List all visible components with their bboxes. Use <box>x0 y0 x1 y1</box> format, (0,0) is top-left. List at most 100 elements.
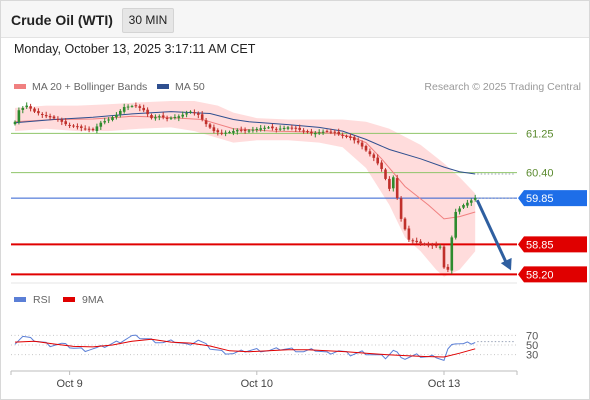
price-tag-label-59.85: 59.85 <box>526 193 554 205</box>
candle-body <box>165 117 169 119</box>
candle-body <box>259 128 262 130</box>
candle-body <box>126 106 130 108</box>
rsi-level-label-70: 70 <box>526 330 538 342</box>
timeframe-button[interactable]: 30 MIN <box>122 8 174 33</box>
price-tag-label-58.20: 58.20 <box>526 269 554 281</box>
candle-body <box>76 126 79 128</box>
candle-body <box>286 127 290 129</box>
candle-body <box>403 218 407 230</box>
candle-body <box>216 130 220 133</box>
instrument-title: Crude Oil (WTI) <box>11 12 113 28</box>
candle-body <box>48 115 52 118</box>
price-tag-59.85 <box>518 190 587 207</box>
price-tag-58.85 <box>518 236 587 253</box>
candle-body <box>197 113 200 115</box>
rsi-level-label-50: 50 <box>526 340 538 352</box>
candle-body <box>329 131 333 133</box>
candle-body <box>177 116 181 118</box>
candle-body <box>384 169 387 179</box>
candle-body <box>282 127 286 129</box>
legend-ma20-label: MA 20 + Bollinger Bands <box>32 81 147 93</box>
candle-body <box>267 127 270 129</box>
candle-body <box>302 130 305 132</box>
candle-body <box>294 127 298 129</box>
candle-body <box>224 132 227 134</box>
candle-body <box>212 127 216 132</box>
candle-body <box>466 202 469 206</box>
candle-body <box>56 118 60 120</box>
candle-body <box>345 135 348 137</box>
candle-body <box>91 128 95 131</box>
legend-ma50-label: MA 50 <box>175 81 205 93</box>
candle-body <box>52 116 56 119</box>
candle-body <box>146 109 149 115</box>
candle-body <box>255 128 259 130</box>
timestamp: Monday, October 13, 2025 3:17:11 AM CET <box>14 42 256 56</box>
ma50-line <box>14 111 476 175</box>
candle-body <box>263 127 266 129</box>
candle-body <box>60 119 64 122</box>
candle-body <box>470 200 473 203</box>
candle-body <box>64 121 67 125</box>
candle-body <box>169 117 173 119</box>
candle-body <box>290 127 294 129</box>
candle-body <box>446 266 450 270</box>
bollinger-band <box>15 101 476 277</box>
candle-body <box>247 130 251 132</box>
candle-body <box>158 116 161 118</box>
candle-body <box>193 112 196 114</box>
candle-body <box>29 106 32 109</box>
candle-body <box>185 113 188 115</box>
candle-body <box>80 126 83 128</box>
candle-body <box>372 154 376 158</box>
legend-9ma-label: 9MA <box>82 294 104 306</box>
legend-ma20-swatch <box>14 84 26 89</box>
candle-body <box>310 131 313 134</box>
candle-body <box>37 111 40 114</box>
candle-body <box>423 244 426 246</box>
candle-body <box>353 137 356 141</box>
candle-body <box>189 111 192 113</box>
forecast-arrow <box>475 199 509 266</box>
candle-body <box>243 129 247 132</box>
candle-body <box>17 110 21 123</box>
candle-body <box>21 107 25 110</box>
legend-rsi-label: RSI <box>33 294 51 306</box>
candle-body <box>392 177 395 189</box>
chart-svg: MA 20 + Bollinger Bands MA 50 Research ©… <box>10 81 587 390</box>
candle-body <box>173 117 177 119</box>
candle-body <box>271 126 274 129</box>
forecast-arrowhead <box>500 257 512 271</box>
candle-body <box>111 117 114 121</box>
rsi-ma-line <box>14 338 476 358</box>
candle-body <box>341 134 344 136</box>
candle-body <box>438 246 442 248</box>
main-pane: 61.25 60.40 59.85 58.85 58.20 <box>11 101 587 283</box>
candle-body <box>154 117 157 119</box>
candle-body <box>208 124 212 128</box>
x-tick-label: Oct 9 <box>56 378 82 390</box>
candle-body <box>83 128 87 130</box>
candle-body <box>442 246 446 268</box>
candle-body <box>376 157 379 164</box>
candle-body <box>87 128 91 130</box>
candle-body <box>399 198 403 219</box>
x-tick-label: Oct 10 <box>241 378 273 390</box>
candle-body <box>44 114 48 117</box>
candle-body <box>462 205 465 208</box>
candle-body <box>33 108 36 112</box>
price-tag-label-58.85: 58.85 <box>526 239 554 251</box>
candle-body <box>204 120 208 125</box>
level-label-61.25: 61.25 <box>526 128 554 140</box>
candle-body <box>107 119 110 121</box>
rsi-level-label-30: 30 <box>526 350 538 362</box>
candle-body <box>360 142 364 147</box>
legend-ma50-swatch <box>157 84 169 89</box>
candle-body <box>473 198 477 200</box>
candle-body <box>454 211 457 238</box>
candle-body <box>395 178 399 199</box>
candle-body <box>134 105 138 107</box>
candle-body <box>321 131 325 133</box>
